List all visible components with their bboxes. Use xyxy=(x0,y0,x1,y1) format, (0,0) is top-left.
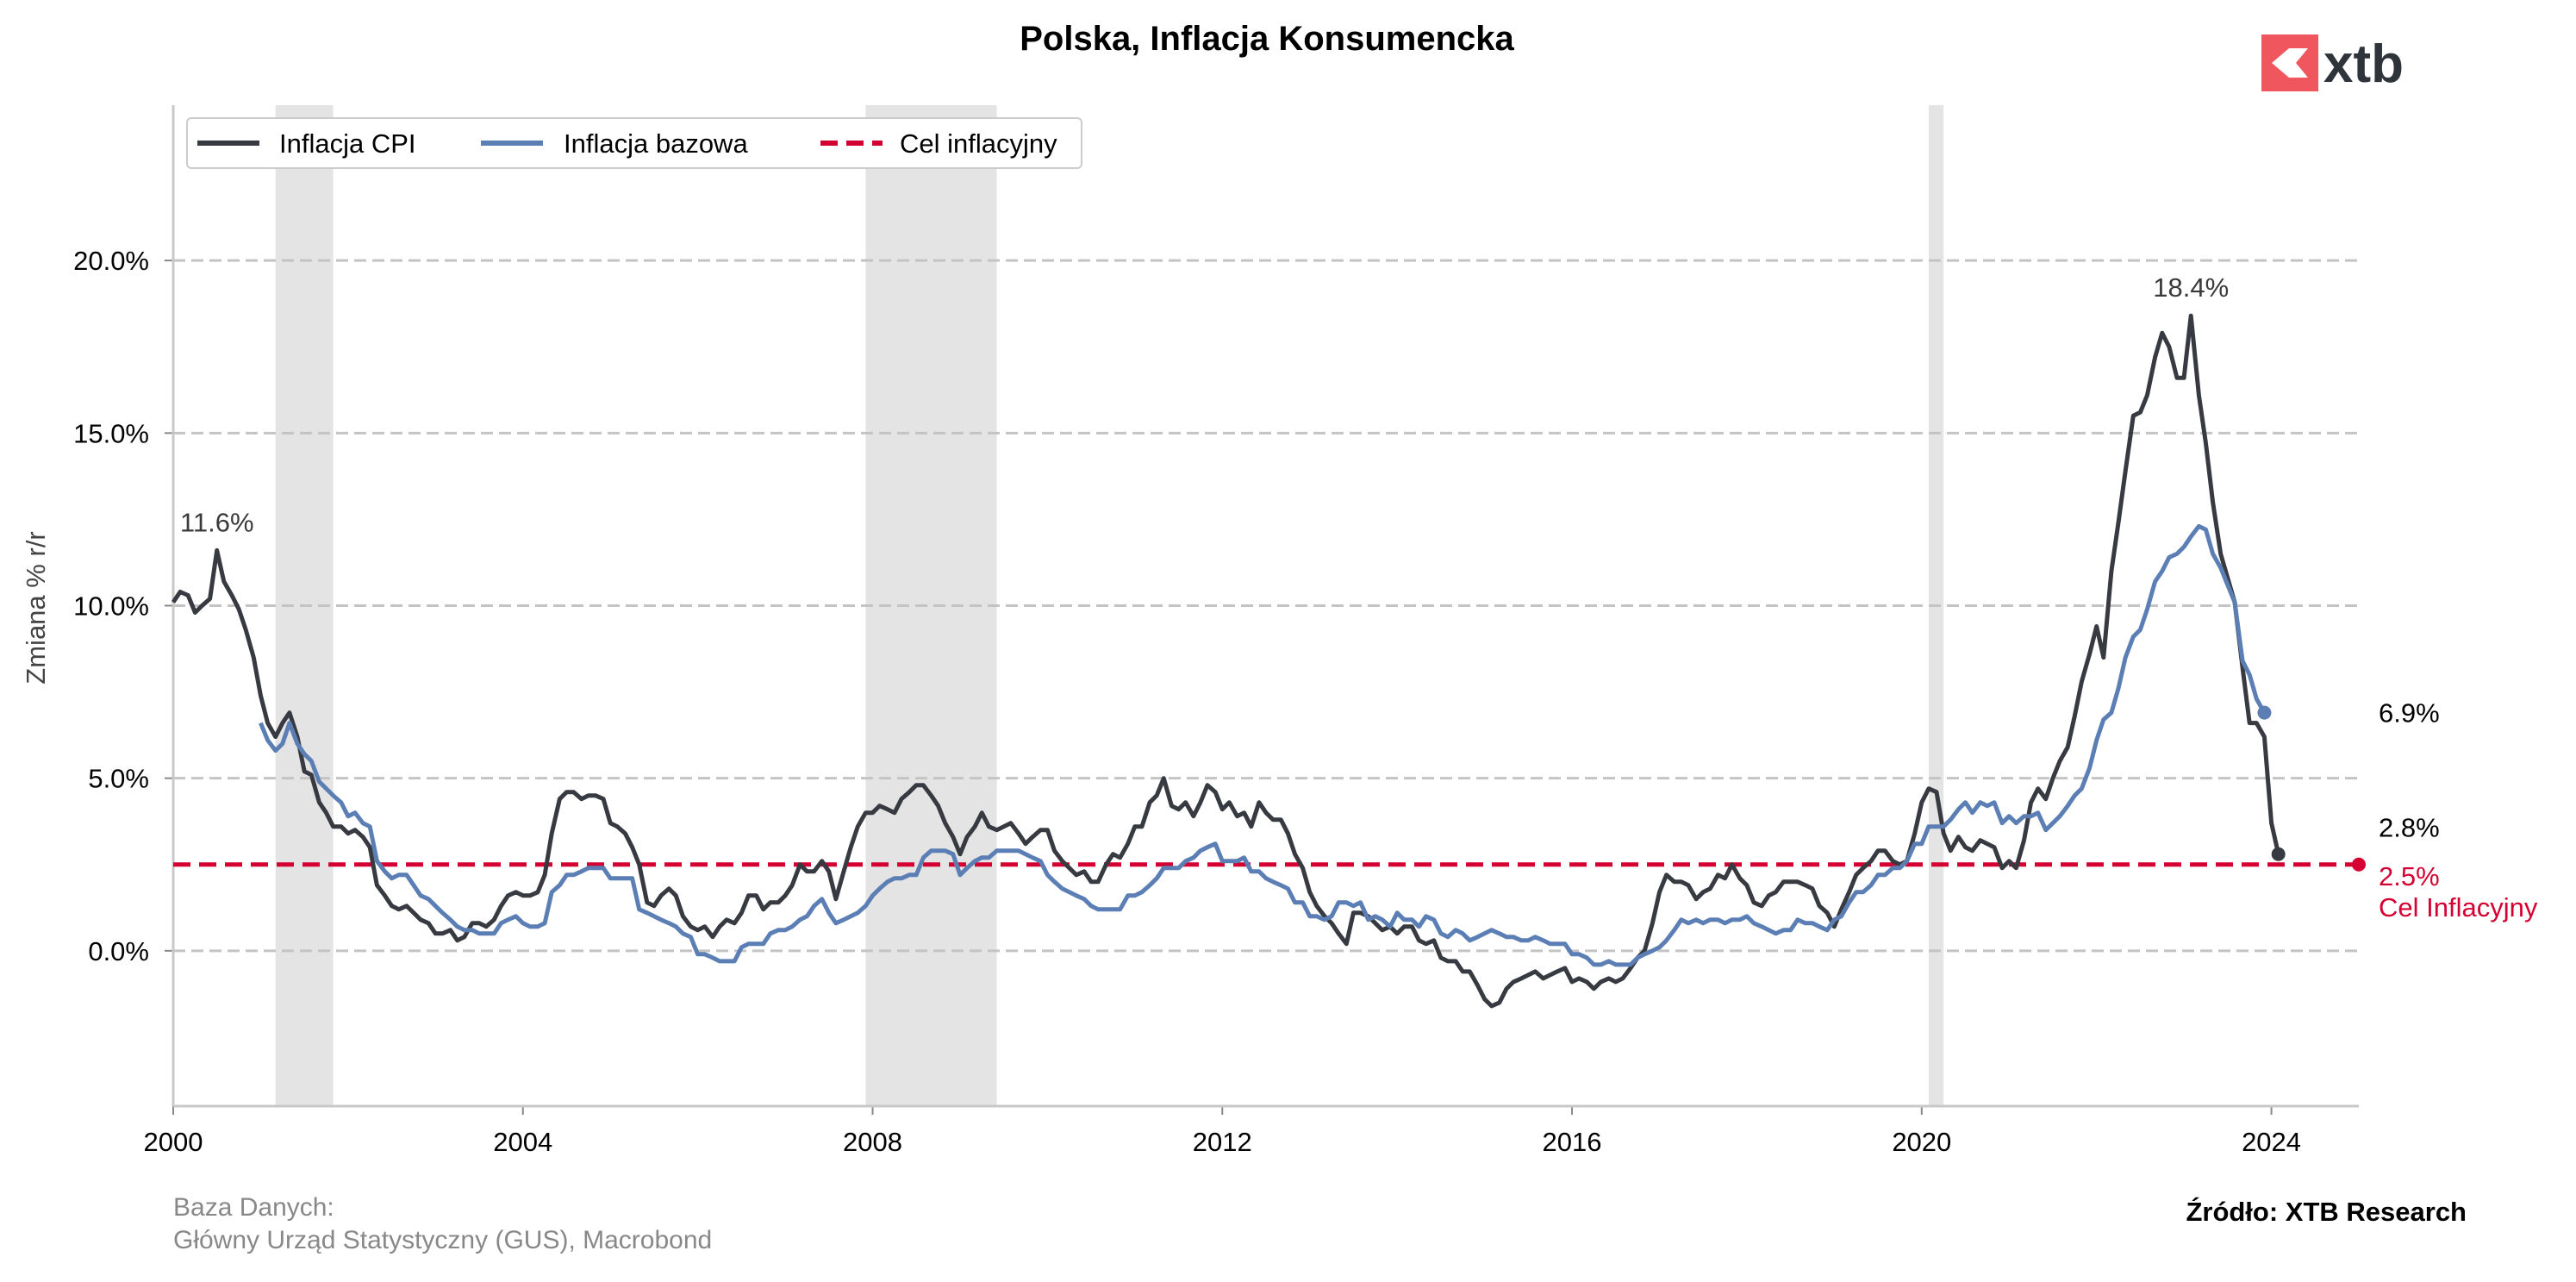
x-tick-label-6: 2024 xyxy=(2242,1127,2301,1157)
series-end-label-0: 2.8% xyxy=(2379,813,2440,843)
y-axis-label: Zmiana % r/r xyxy=(21,531,51,684)
legend-label-target: Cel inflacyjny xyxy=(900,128,1057,159)
legend: Inflacja CPI Inflacja bazowa Cel inflacy… xyxy=(186,117,1082,169)
y-tick-label-2: 10.0% xyxy=(73,591,149,622)
grid-lines xyxy=(173,259,2359,953)
series-line-0 xyxy=(171,313,2281,1009)
series-end-point-1 xyxy=(2257,705,2272,720)
y-tick-label-1: 5.0% xyxy=(88,764,149,794)
y-tick-label-4: 20.0% xyxy=(73,246,149,276)
y-axis-ticks: 0.0% 5.0% 10.0% 15.0% 20.0% xyxy=(73,246,173,966)
annotations: 2.8% 6.9% 11.6% 18.4% xyxy=(180,272,2440,843)
x-tick-label-0: 2000 xyxy=(144,1127,203,1157)
legend-label-core: Inflacja bazowa xyxy=(564,128,748,159)
legend-label-cpi: Inflacja CPI xyxy=(279,128,416,159)
series-end-label-1: 6.9% xyxy=(2379,698,2440,729)
xtb-logo-text: xtb xyxy=(2323,34,2404,94)
x-axis-ticks: 2000 2004 2008 2012 2016 2020 2024 xyxy=(144,1106,2301,1157)
chart-title: Polska, Inflacja Konsumencka xyxy=(1020,20,1514,58)
x-tick-label-4: 2016 xyxy=(1543,1127,1602,1157)
x-tick-label-3: 2012 xyxy=(1193,1127,1252,1157)
footer-credit: Źródło: XTB Research xyxy=(2186,1197,2467,1227)
peak-annotation-0: 11.6% xyxy=(180,507,254,537)
y-tick-label-0: 0.0% xyxy=(88,936,149,966)
footer-source-title: Baza Danych: xyxy=(173,1193,334,1222)
inflation-target-line: 2.5%Cel Inflacyjny xyxy=(173,857,2538,922)
target-value-label: 2.5% xyxy=(2379,861,2440,891)
x-tick-label-2: 2008 xyxy=(843,1127,902,1157)
footer-source-detail: Główny Urząd Statystyczny (GUS), Macrobo… xyxy=(173,1226,712,1254)
target-name-label: Cel Inflacyjny xyxy=(2379,892,2538,922)
series-end-point-0 xyxy=(2271,847,2286,861)
peak-annotation-1: 18.4% xyxy=(2153,272,2229,303)
series-line-1 xyxy=(259,523,2267,967)
y-tick-label-3: 15.0% xyxy=(73,418,149,448)
legend-box xyxy=(186,117,1082,169)
target-end-point xyxy=(2352,857,2366,872)
series-lines xyxy=(171,313,2286,1009)
xtb-logo: xtb xyxy=(2261,34,2404,94)
x-tick-label-5: 2020 xyxy=(1892,1127,1951,1157)
x-tick-label-1: 2004 xyxy=(493,1127,552,1157)
